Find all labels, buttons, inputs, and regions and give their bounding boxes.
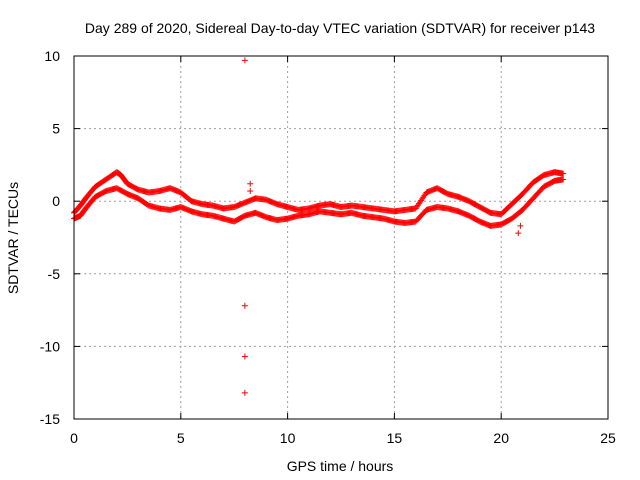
y-tick-label: 10 [44,48,60,64]
x-tick-label: 15 [387,430,403,446]
data-point [515,230,522,237]
x-tick-label: 10 [280,430,296,446]
x-tick-label: 20 [493,430,509,446]
data-point [517,222,524,229]
data-point [241,57,248,64]
data-point [247,188,254,195]
data-point [560,176,567,183]
data-point [247,180,254,187]
axis-ticks [73,55,609,420]
x-tick-labels: 0 5 10 15 20 25 [70,430,616,446]
grid [74,56,608,419]
y-tick-label: 0 [52,193,60,209]
data-point [241,389,248,396]
x-axis-label: GPS time / hours [287,458,394,474]
x-tick-label: 0 [70,430,78,446]
data-points [71,57,567,396]
y-axis-label: SDTVAR / TECUs [5,182,21,294]
y-tick-labels: -15 -10 -5 0 5 10 [40,48,60,427]
x-tick-label: 25 [600,430,616,446]
y-tick-label: -10 [40,338,60,354]
data-point [560,170,567,177]
y-tick-label: 5 [52,121,60,137]
y-tick-label: -5 [48,266,61,282]
data-point [241,302,248,309]
data-point [241,353,248,360]
chart-title: Day 289 of 2020, Sidereal Day-to-day VTE… [85,20,595,36]
x-tick-label: 5 [177,430,185,446]
plot-frame [73,55,609,420]
y-tick-label: -15 [40,411,60,427]
